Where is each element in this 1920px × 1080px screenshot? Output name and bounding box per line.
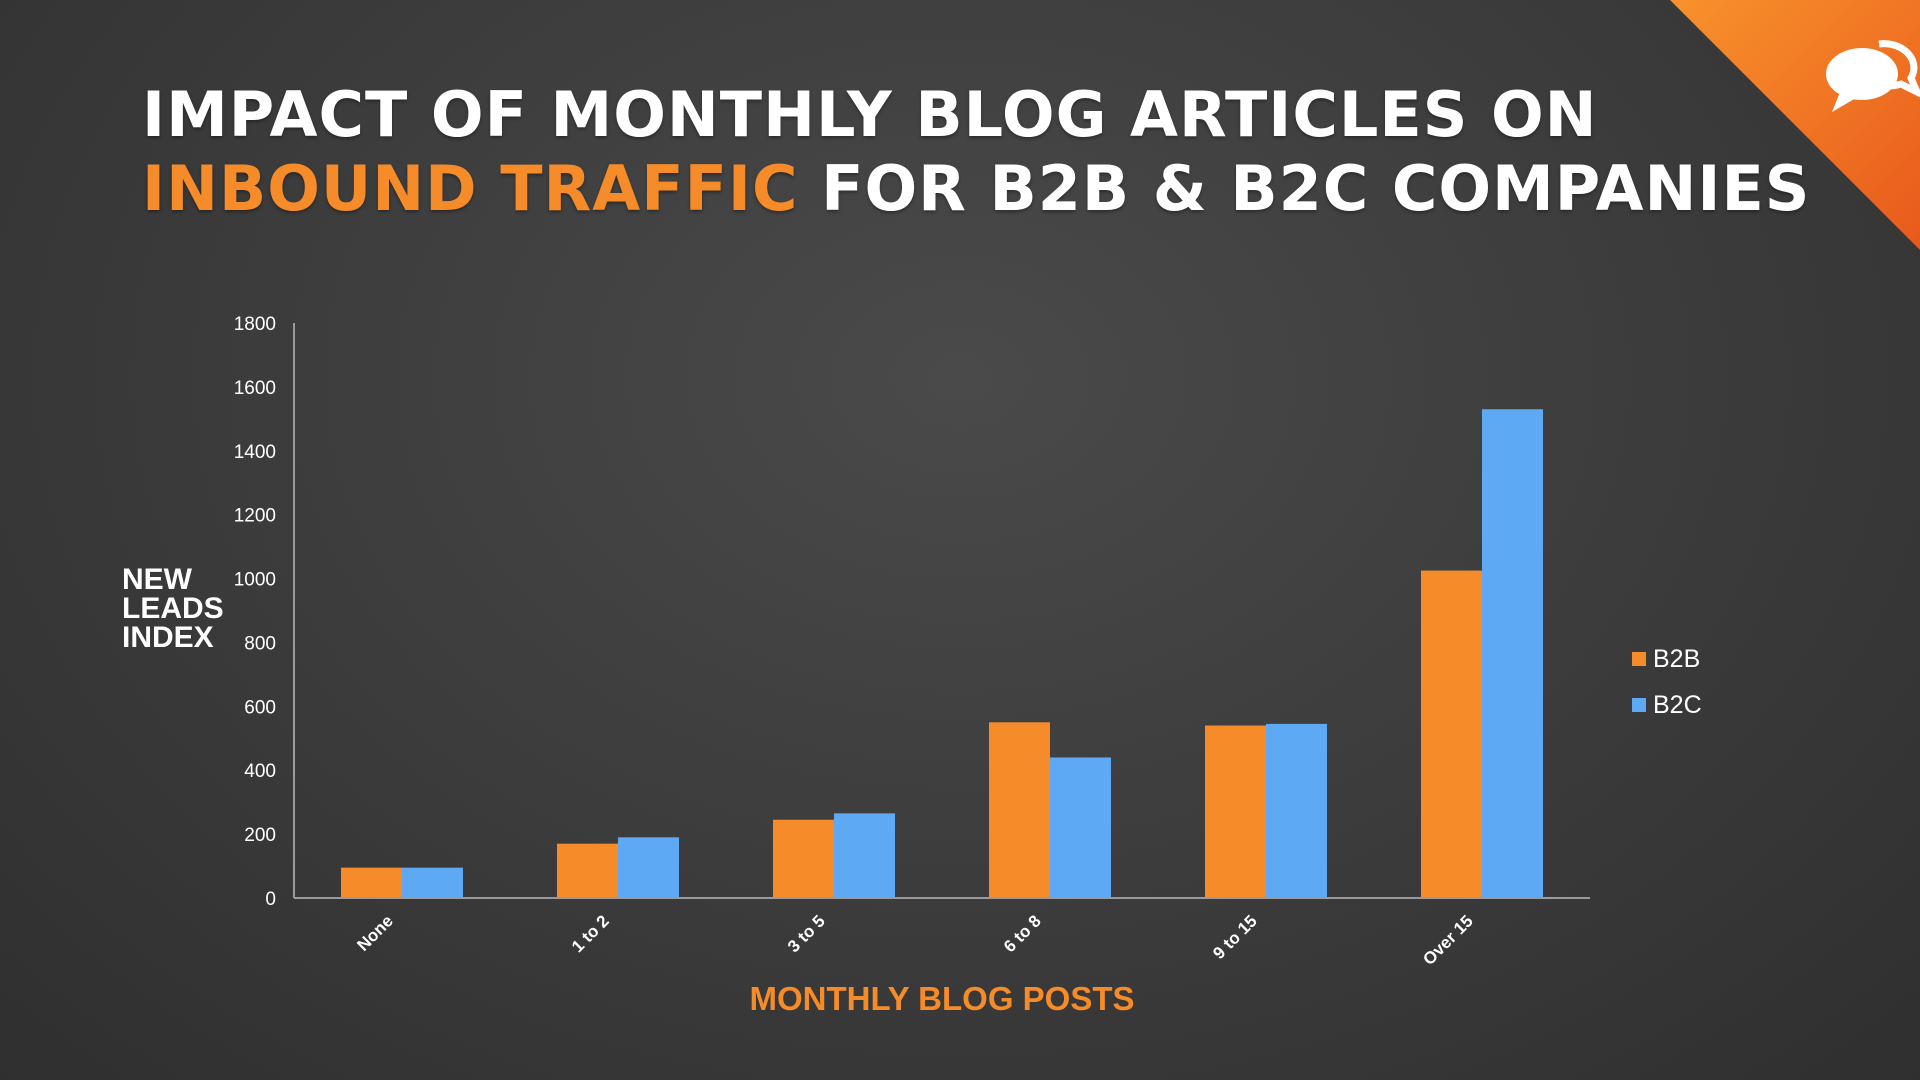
y-tick-label: 200 <box>244 825 276 846</box>
legend-swatch-b2b <box>1632 652 1646 666</box>
x-tick-label: 9 to 15 <box>1209 911 1261 963</box>
y-tick-label: 1800 <box>234 314 276 335</box>
speech-bubbles-icon <box>1826 40 1920 112</box>
y-tick-label: 1400 <box>234 442 276 463</box>
corner-logo <box>1670 0 1920 250</box>
legend-item-b2c: B2C <box>1632 682 1702 728</box>
legend-swatch-b2c <box>1632 698 1646 712</box>
legend-label-b2c: B2C <box>1653 690 1702 719</box>
x-axis-title: MONTHLY BLOG POSTS <box>749 980 1135 1017</box>
x-tick-label: 3 to 5 <box>784 911 829 956</box>
x-tick-label: Over 15 <box>1419 911 1477 969</box>
bar-b2b-0 <box>341 867 402 898</box>
bar-b2c-5 <box>1482 409 1543 898</box>
y-tick-label: 600 <box>244 697 276 718</box>
title-line-1: IMPACT OF MONTHLY BLOG ARTICLES ON <box>142 78 1598 151</box>
bar-b2c-1 <box>618 837 679 898</box>
x-axis-ticks: None 1 to 2 3 to 5 6 to 8 9 to 15 Over 15 <box>353 911 1476 969</box>
x-tick-label: None <box>353 911 396 954</box>
x-tick-label: 6 to 8 <box>1000 911 1045 956</box>
y-axis-ticks: 0 200 400 600 800 1000 1200 1400 1600 1800 <box>234 314 276 910</box>
bar-b2b-2 <box>773 819 834 898</box>
legend-item-b2b: B2B <box>1632 636 1702 682</box>
y-tick-label: 0 <box>265 889 276 910</box>
legend-label-b2b: B2B <box>1653 644 1701 673</box>
bar-b2b-5 <box>1421 570 1482 898</box>
slide-title: IMPACT OF MONTHLY BLOG ARTICLES ON INBOU… <box>142 78 1810 226</box>
bar-b2b-4 <box>1205 725 1266 898</box>
y-tick-label: 1200 <box>234 506 276 527</box>
x-tick-label: 1 to 2 <box>568 911 613 956</box>
title-line-2-rest: FOR B2B & B2C COMPANIES <box>798 152 1811 225</box>
y-axis-title: NEW LEADS INDEX <box>122 563 224 654</box>
bar-b2c-0 <box>402 867 463 898</box>
y-tick-label: 1000 <box>234 570 276 591</box>
bar-b2c-2 <box>834 813 895 898</box>
bar-b2c-3 <box>1050 757 1111 898</box>
bar-b2b-3 <box>989 722 1050 898</box>
y-tick-label: 400 <box>244 761 276 782</box>
bar-b2c-4 <box>1266 723 1327 898</box>
y-tick-label: 800 <box>244 633 276 654</box>
title-highlight: INBOUND TRAFFIC <box>142 152 799 225</box>
chart-legend: B2B B2C <box>1632 636 1702 728</box>
y-tick-label: 1600 <box>234 378 276 399</box>
bars <box>341 409 1543 898</box>
bar-b2b-1 <box>557 843 618 898</box>
